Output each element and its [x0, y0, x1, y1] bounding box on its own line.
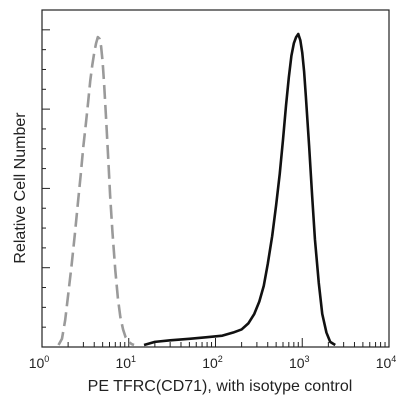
x-tick-labels: 100 101 102 103 104: [29, 354, 397, 371]
x-tick-label: 100: [29, 354, 50, 371]
x-tick-label: 104: [376, 354, 397, 371]
tick-group: [41, 9, 390, 348]
y-axis-label: Relative Cell Number: [12, 112, 29, 264]
series-tfrc-line: [143, 32, 336, 347]
series-layer: [57, 32, 336, 347]
series-isotype-control-line: [57, 35, 135, 347]
x-tick-label: 102: [202, 354, 223, 371]
x-tick-label: 103: [289, 354, 310, 371]
x-tick-label: 101: [115, 354, 136, 371]
x-axis-label: PE TFRC(CD71), with isotype control: [88, 378, 353, 395]
